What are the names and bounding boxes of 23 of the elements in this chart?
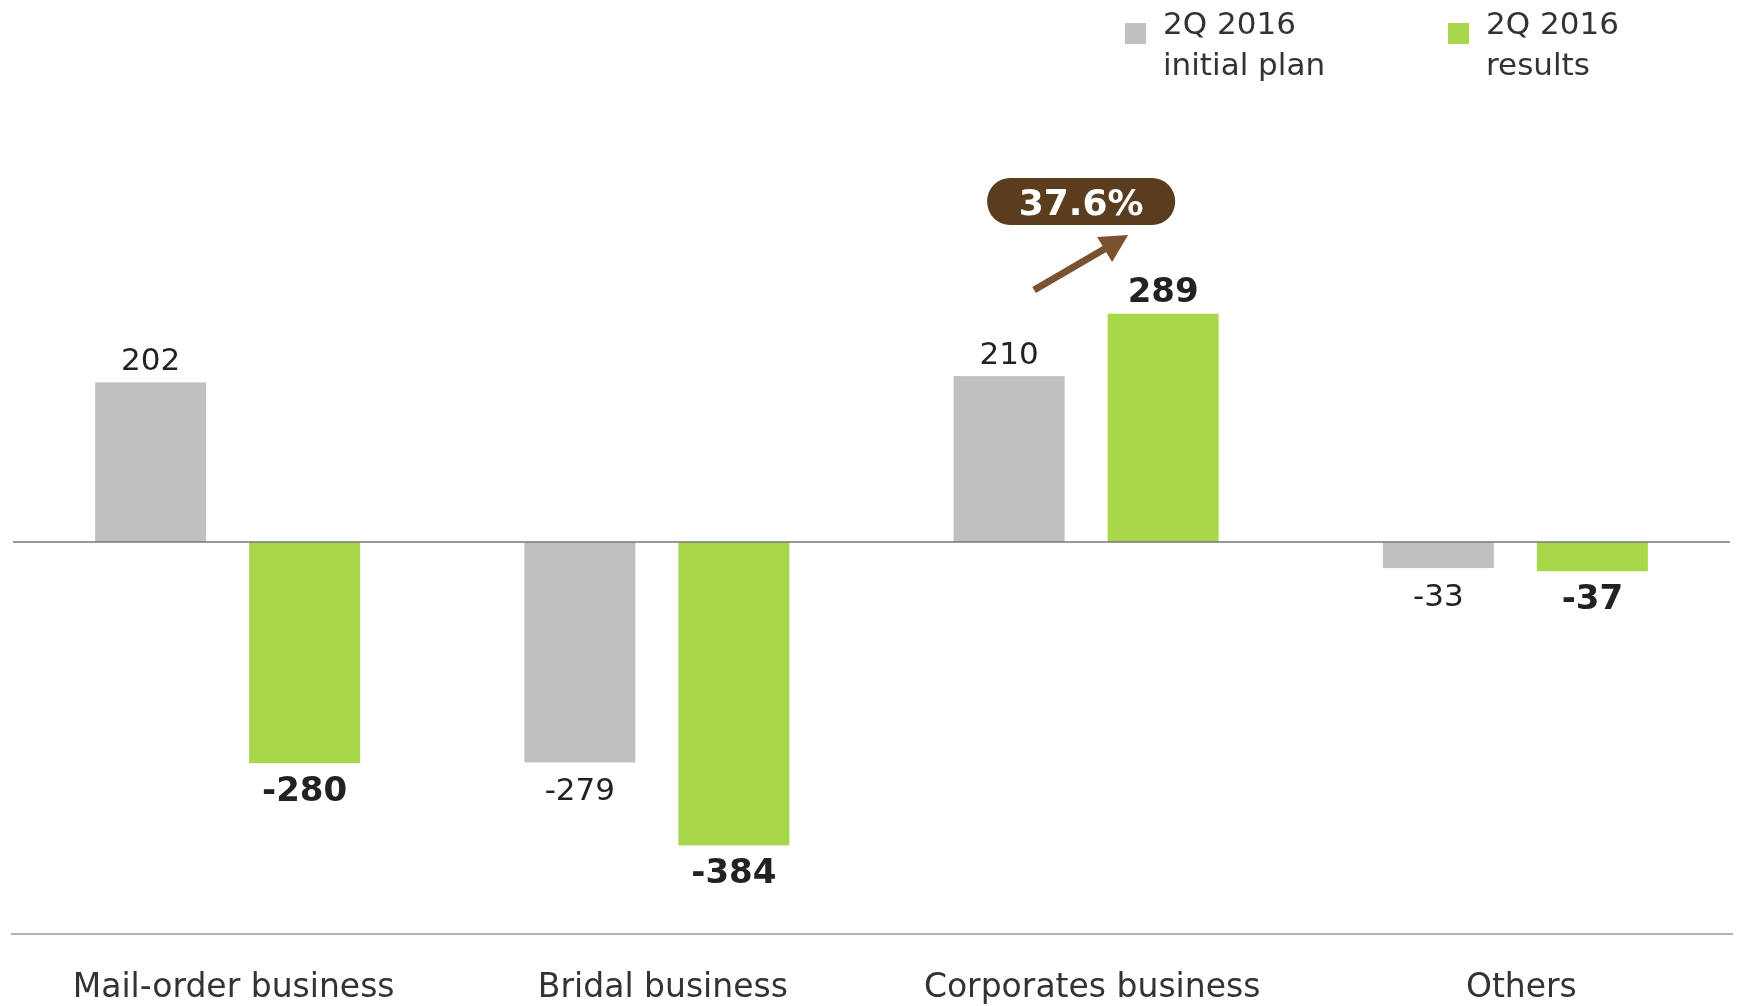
bar [524, 542, 636, 763]
legend-label: 2Q 2016 initial plan [1163, 5, 1326, 82]
x-tick-label: Bridal business [537, 966, 788, 1005]
data-label: -384 [691, 851, 777, 892]
data-label: 202 [121, 341, 181, 378]
x-tick-label: Others [1465, 966, 1577, 1005]
bar [678, 542, 790, 846]
bar [1107, 313, 1219, 542]
data-label: 210 [979, 335, 1039, 372]
bar [1382, 542, 1494, 569]
x-tick-label: Mail-order business [72, 966, 395, 1005]
data-label: -33 [1413, 577, 1464, 614]
data-label: 289 [1127, 269, 1199, 310]
x-tick-label: Corporates business [923, 966, 1261, 1005]
bar [953, 376, 1065, 542]
data-label: -280 [262, 769, 348, 810]
data-label: -37 [1561, 577, 1624, 618]
bar [249, 542, 361, 764]
legend-label: 2Q 2016 results [1486, 5, 1619, 82]
data-label: -279 [544, 771, 616, 808]
bar [1536, 542, 1648, 572]
bar [95, 382, 207, 542]
text: 37.6% [1018, 182, 1144, 223]
